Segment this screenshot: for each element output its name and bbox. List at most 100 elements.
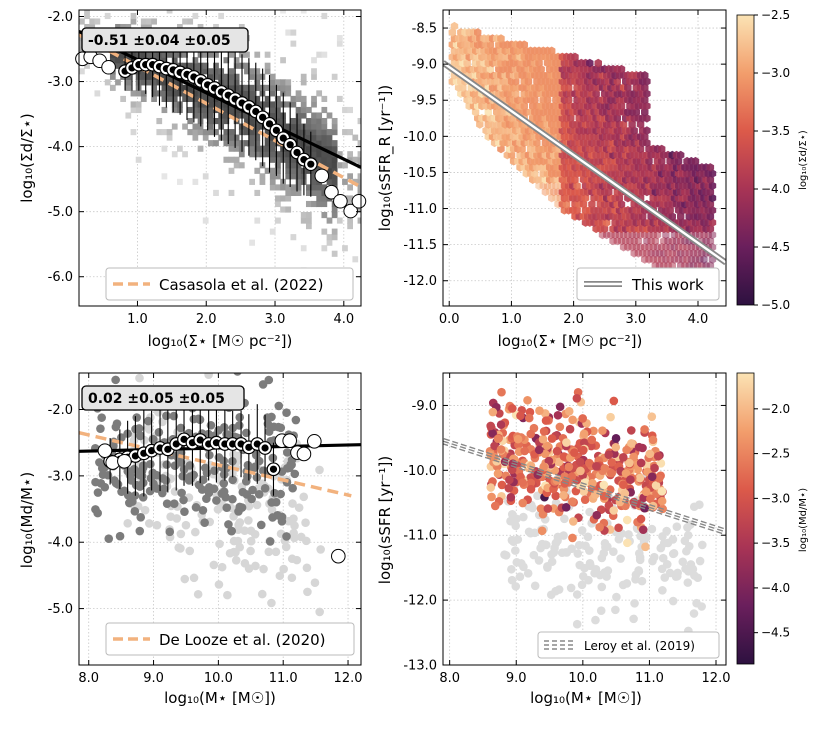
density-cell bbox=[280, 10, 286, 14]
density-cell bbox=[192, 106, 199, 114]
galaxy-point-light bbox=[252, 500, 262, 510]
density-cell bbox=[285, 189, 292, 197]
galaxy-point bbox=[104, 534, 114, 543]
galaxy-point bbox=[598, 426, 607, 435]
y-tick-label: -4.0 bbox=[48, 536, 73, 551]
galaxy-point bbox=[552, 446, 562, 456]
density-cell bbox=[316, 184, 323, 191]
density-cell bbox=[228, 129, 235, 136]
galaxy-point bbox=[234, 507, 243, 516]
density-cell bbox=[331, 117, 338, 125]
density-cell bbox=[326, 129, 333, 136]
galaxy-point bbox=[161, 476, 171, 485]
galaxy-point-light bbox=[288, 499, 297, 508]
galaxy-point bbox=[100, 482, 110, 492]
density-cell bbox=[79, 68, 85, 75]
density-cell bbox=[316, 51, 323, 58]
y-axis-label: log₁₀(Md/M⋆) bbox=[18, 472, 36, 568]
density-cell bbox=[213, 23, 219, 31]
galaxy-point-light bbox=[624, 530, 633, 539]
density-cell bbox=[207, 117, 214, 125]
density-cell bbox=[207, 112, 214, 119]
axes-frame bbox=[78, 372, 362, 666]
density-cell bbox=[223, 129, 230, 136]
galaxy-point bbox=[96, 424, 105, 433]
density-cell bbox=[228, 68, 235, 75]
density-cell bbox=[187, 62, 194, 69]
galaxy-point-light bbox=[170, 487, 180, 496]
binned-open-point bbox=[296, 446, 312, 462]
density-cell bbox=[336, 95, 343, 103]
density-cell bbox=[84, 10, 90, 14]
density-cell bbox=[305, 189, 312, 197]
galaxy-point-light bbox=[240, 526, 249, 535]
x-axis-label: log₁₀(Σ⋆ [M☉ pc⁻²]) bbox=[498, 332, 643, 350]
density-cell bbox=[156, 117, 163, 125]
density-cell bbox=[130, 18, 137, 25]
density-cell bbox=[326, 140, 333, 147]
galaxy-point bbox=[212, 496, 221, 505]
density-cell bbox=[130, 90, 137, 97]
ticks: 8.0 9.0 10.0 11.0 12.0 -9.0 -10.0 -11.0 -12.0 -13… bbox=[403, 373, 730, 686]
x-tick-label: 11.0 bbox=[269, 671, 298, 686]
hexbin-cell bbox=[643, 126, 651, 135]
density-cell bbox=[295, 90, 302, 97]
density-cell bbox=[305, 106, 312, 114]
density-cell bbox=[244, 62, 250, 69]
legend-label: Casasola et al. (2022) bbox=[159, 276, 323, 294]
density-cell bbox=[228, 167, 235, 174]
density-cell bbox=[207, 95, 214, 103]
density-cell bbox=[269, 90, 276, 97]
density-cell bbox=[233, 62, 240, 69]
density-cell bbox=[233, 73, 240, 80]
density-cell bbox=[316, 112, 323, 119]
density-cell bbox=[311, 123, 317, 130]
density-cell bbox=[202, 173, 209, 180]
x-tick-label: 12.0 bbox=[702, 671, 731, 686]
density-cell bbox=[269, 73, 276, 80]
galaxy-point bbox=[486, 421, 495, 431]
density-cell bbox=[290, 101, 297, 108]
galaxy-point bbox=[247, 494, 256, 504]
galaxy-point bbox=[647, 472, 657, 481]
x-tick-label: 8.0 bbox=[78, 671, 99, 686]
galaxy-point-light bbox=[630, 599, 639, 608]
density-cell bbox=[109, 73, 116, 80]
density-cell bbox=[207, 129, 214, 136]
density-cell bbox=[347, 217, 354, 224]
galaxy-point bbox=[179, 495, 188, 505]
density-cell bbox=[331, 250, 338, 257]
density-cell bbox=[321, 95, 328, 103]
colorbar-tick-label: −3.5 bbox=[761, 124, 790, 138]
colorbar-tick-label: −3.0 bbox=[761, 491, 790, 505]
density-cell bbox=[300, 112, 307, 119]
galaxy-point-light bbox=[515, 572, 525, 581]
galaxy-point bbox=[162, 411, 171, 421]
galaxy-point-light bbox=[603, 566, 613, 575]
galaxy-point-light bbox=[690, 571, 699, 580]
galaxy-point-light bbox=[631, 575, 640, 584]
galaxy-point bbox=[619, 452, 628, 462]
density-cell bbox=[228, 145, 235, 152]
galaxy-point-light bbox=[641, 533, 651, 543]
density-cell bbox=[254, 73, 261, 80]
galaxy-point bbox=[238, 487, 248, 497]
density-cell bbox=[130, 101, 137, 108]
galaxy-point bbox=[493, 469, 503, 478]
hexbin-cell bbox=[658, 144, 666, 154]
density-cell bbox=[254, 84, 261, 91]
galaxy-point bbox=[497, 387, 506, 397]
ticks: 8.0 9.0 10.0 11.0 12.0 -2.0 -3.0 -4.0 -5.0 bbox=[48, 373, 363, 686]
galaxy-point bbox=[627, 439, 636, 448]
density-cell bbox=[207, 73, 214, 80]
density-cell bbox=[120, 23, 127, 31]
galaxy-point bbox=[609, 506, 619, 515]
galaxy-point-light bbox=[135, 373, 144, 383]
galaxy-point-light bbox=[695, 556, 705, 566]
density-cell bbox=[264, 101, 271, 108]
density-cell bbox=[120, 95, 127, 103]
density-cell bbox=[171, 123, 178, 130]
galaxy-point-light bbox=[512, 514, 521, 524]
colorbar-tick-label: −4.0 bbox=[761, 182, 790, 196]
galaxy-point-light bbox=[289, 514, 298, 523]
